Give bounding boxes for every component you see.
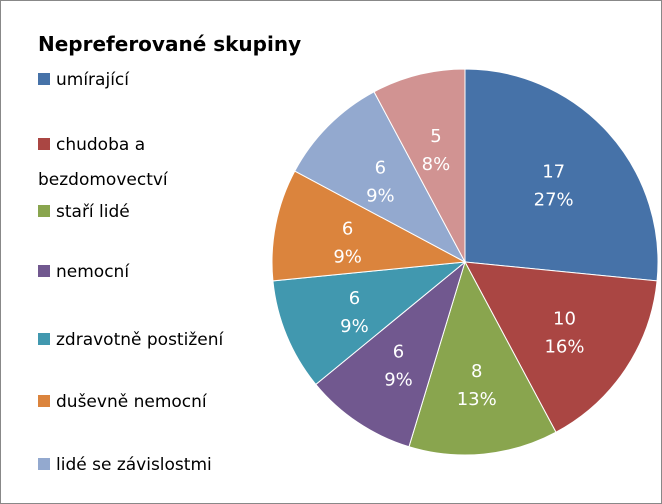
legend-label: duševně nemocní bbox=[56, 392, 207, 412]
value-label: 6 bbox=[375, 157, 386, 178]
pie-slice bbox=[272, 261, 467, 386]
pie-slice bbox=[464, 261, 658, 433]
percent-label: 13% bbox=[457, 389, 497, 410]
percent-label: 16% bbox=[544, 336, 584, 357]
legend-swatch bbox=[38, 333, 50, 345]
data-label: 10 16% bbox=[544, 308, 584, 357]
value-label: 6 bbox=[349, 288, 360, 309]
value-label: 5 bbox=[430, 126, 441, 147]
data-label: 6 9% bbox=[333, 219, 362, 268]
legend-swatch bbox=[38, 138, 50, 150]
pie-slice bbox=[464, 68, 659, 282]
data-label: 17 27% bbox=[534, 162, 574, 211]
legend-label: umírající bbox=[56, 70, 129, 90]
legend-item: chudoba a bezdomovectví bbox=[38, 128, 278, 198]
chart-title: Nepreferované skupiny bbox=[38, 32, 302, 56]
data-label: 5 8% bbox=[422, 126, 451, 175]
percent-label: 8% bbox=[422, 154, 451, 175]
legend-item: zdravotně postižení bbox=[38, 323, 278, 358]
pie-slice bbox=[294, 91, 467, 264]
legend-item: staří lidé bbox=[38, 195, 278, 230]
data-label: 6 9% bbox=[340, 288, 369, 337]
pie-slice bbox=[315, 260, 466, 448]
legend-label: lidé se závislostmi bbox=[56, 455, 212, 475]
legend-item: duševně nemocní bbox=[38, 385, 278, 420]
pie-slice bbox=[408, 260, 557, 456]
value-label: 10 bbox=[553, 308, 576, 329]
legend-swatch bbox=[38, 205, 50, 217]
legend-swatch bbox=[38, 265, 50, 277]
data-label: 8 13% bbox=[457, 361, 497, 410]
data-label: 6 9% bbox=[366, 157, 395, 206]
legend-label: chudoba a bezdomovectví bbox=[38, 135, 168, 190]
data-label: 6 9% bbox=[384, 341, 413, 390]
pie-slice bbox=[271, 170, 467, 282]
value-label: 17 bbox=[542, 162, 565, 183]
legend-label: nemocní bbox=[56, 262, 130, 282]
percent-label: 9% bbox=[366, 185, 395, 206]
legend-item: nemocní bbox=[38, 255, 278, 290]
legend-swatch bbox=[38, 395, 50, 407]
value-label: 6 bbox=[393, 341, 404, 362]
percent-label: 27% bbox=[534, 190, 574, 211]
legend-item: lidé se závislostmi bbox=[38, 448, 278, 483]
legend-item: umírající bbox=[38, 63, 278, 98]
percent-label: 9% bbox=[384, 369, 413, 390]
percent-label: 9% bbox=[333, 247, 362, 268]
legend-label: staří lidé bbox=[56, 202, 130, 222]
percent-label: 9% bbox=[340, 316, 369, 337]
legend-label: zdravotně postižení bbox=[56, 330, 224, 350]
value-label: 6 bbox=[342, 219, 353, 240]
value-label: 8 bbox=[471, 361, 482, 382]
legend-swatch bbox=[38, 458, 50, 470]
legend-swatch bbox=[38, 73, 50, 85]
pie-slice bbox=[373, 68, 466, 263]
